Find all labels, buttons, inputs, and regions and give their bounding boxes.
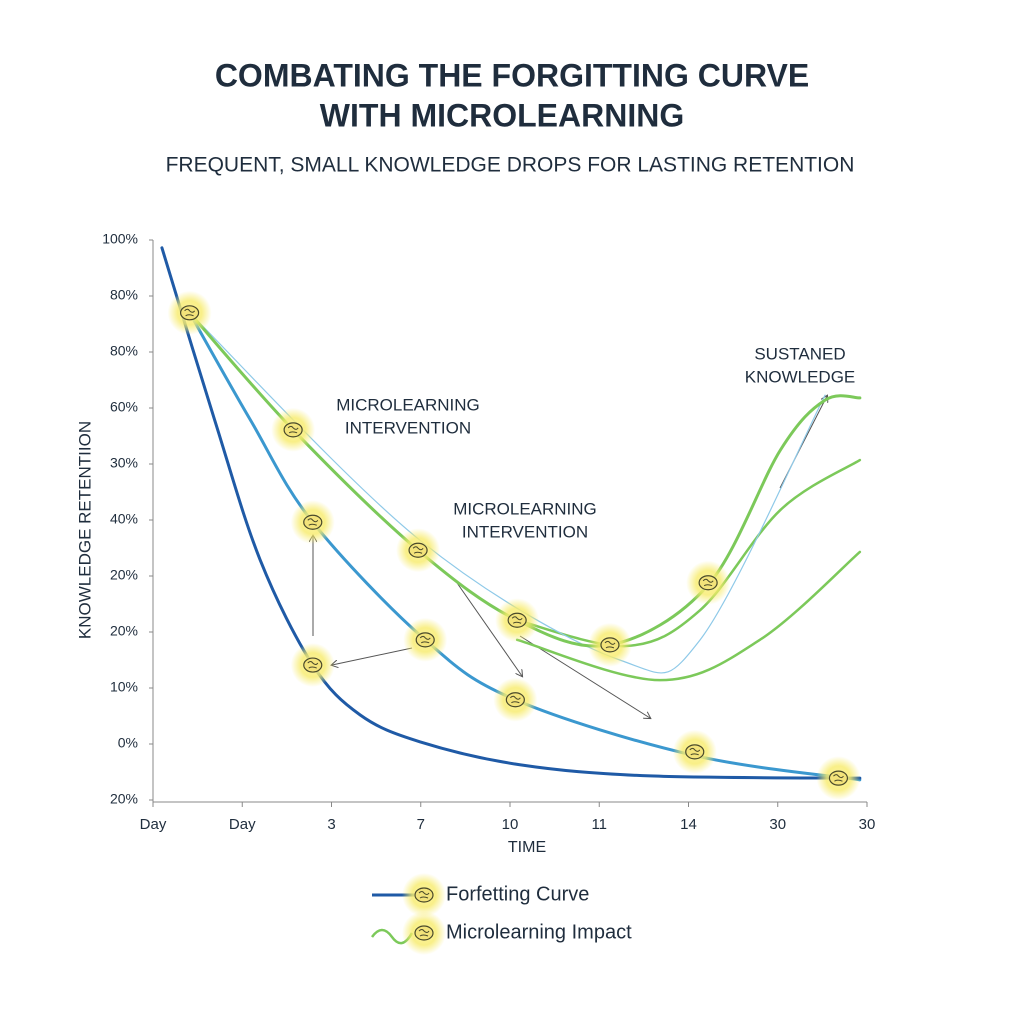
brain-icon bbox=[828, 770, 849, 786]
x-axis-label: TIME bbox=[508, 839, 546, 856]
brain-fold bbox=[689, 747, 701, 756]
brain-icon bbox=[507, 612, 527, 628]
brain-icon bbox=[408, 542, 428, 558]
marker bbox=[396, 528, 441, 573]
legend-icon bbox=[402, 911, 446, 955]
brain-icon bbox=[698, 575, 718, 591]
y-tick-label: 40% bbox=[110, 511, 138, 527]
x-tick-label: 14 bbox=[680, 816, 697, 833]
marker bbox=[167, 290, 212, 335]
arrows bbox=[313, 396, 827, 718]
annotation: MICROLEARNING bbox=[336, 395, 480, 414]
x-tick-label: 30 bbox=[769, 816, 786, 833]
brain-icon bbox=[179, 305, 200, 321]
annotation: INTERVENTION bbox=[345, 418, 471, 437]
y-tick-label: 60% bbox=[110, 399, 138, 415]
curve bbox=[515, 458, 862, 648]
y-tick-label: 20% bbox=[110, 791, 138, 807]
marker bbox=[587, 622, 632, 667]
brain-icon bbox=[414, 925, 434, 941]
brain-fold bbox=[418, 929, 430, 937]
marker bbox=[495, 598, 540, 643]
brain-fold bbox=[510, 695, 521, 704]
marker bbox=[686, 560, 731, 605]
x-tick-label: 11 bbox=[591, 816, 607, 833]
y-tick-label: 0% bbox=[118, 735, 138, 751]
series-line bbox=[188, 311, 862, 648]
x-tick-label: 10 bbox=[502, 816, 519, 833]
brain-icon bbox=[303, 657, 323, 673]
y-tick-label: 10% bbox=[110, 679, 138, 695]
brain-fold bbox=[702, 578, 714, 587]
brain-icon bbox=[414, 887, 434, 903]
x-tick-label: 7 bbox=[417, 816, 425, 833]
brain-fold bbox=[287, 425, 299, 434]
series-line bbox=[160, 246, 862, 780]
x-tick-label: 30 bbox=[859, 816, 876, 833]
marker bbox=[290, 643, 335, 688]
x-tick-label: 3 bbox=[327, 816, 335, 833]
brain-fold bbox=[307, 518, 319, 526]
subtitle: FREQUENT, SMALL KNOWLEDGE DROPS FOR LAST… bbox=[166, 154, 855, 177]
brain-fold bbox=[307, 661, 319, 669]
brain-icon bbox=[685, 744, 705, 760]
annotation: MICROLEARNING bbox=[453, 499, 597, 518]
marker bbox=[672, 729, 717, 774]
y-tick-label: 30% bbox=[110, 455, 138, 471]
brain-icon bbox=[283, 422, 303, 438]
brain-fold bbox=[604, 640, 616, 649]
marker bbox=[816, 756, 861, 801]
title: WITH MICROLEARNING bbox=[320, 97, 684, 133]
brain-fold bbox=[419, 635, 431, 644]
y-tick-label: 80% bbox=[110, 343, 138, 359]
marker bbox=[271, 407, 316, 452]
brain-icon bbox=[303, 514, 323, 530]
title: COMBATING THE FORGITTING CURVE bbox=[215, 57, 809, 93]
x-tick-label: Day bbox=[229, 816, 256, 833]
annotation: SUSTANED bbox=[754, 344, 845, 363]
y-tick-label: 20% bbox=[110, 567, 138, 583]
legend-icon bbox=[402, 873, 446, 917]
brain-icon bbox=[415, 632, 435, 648]
annotation: KNOWLEDGE bbox=[745, 367, 856, 386]
legend-label: Microlearning Impact bbox=[446, 921, 632, 943]
brain-fold bbox=[412, 546, 424, 554]
legend-label: Forfetting Curve bbox=[446, 883, 589, 905]
brain-fold bbox=[833, 774, 844, 782]
y-tick-label: 100% bbox=[102, 231, 138, 247]
marker bbox=[290, 500, 335, 545]
annotation: INTERVENTION bbox=[462, 522, 588, 541]
brain-icon bbox=[505, 692, 525, 708]
x-tick-label: Day bbox=[140, 816, 167, 833]
brain-fold bbox=[418, 891, 430, 899]
brain-fold bbox=[511, 616, 523, 624]
curve bbox=[515, 550, 862, 682]
brain-fold bbox=[184, 308, 196, 317]
marker bbox=[493, 677, 538, 722]
marker bbox=[403, 617, 448, 662]
y-tick-label: 80% bbox=[110, 287, 138, 303]
y-axis-label: KNOWLEDGE RETENTIION bbox=[75, 421, 94, 639]
y-tick-label: 20% bbox=[110, 623, 138, 639]
brain-icon bbox=[600, 637, 620, 653]
